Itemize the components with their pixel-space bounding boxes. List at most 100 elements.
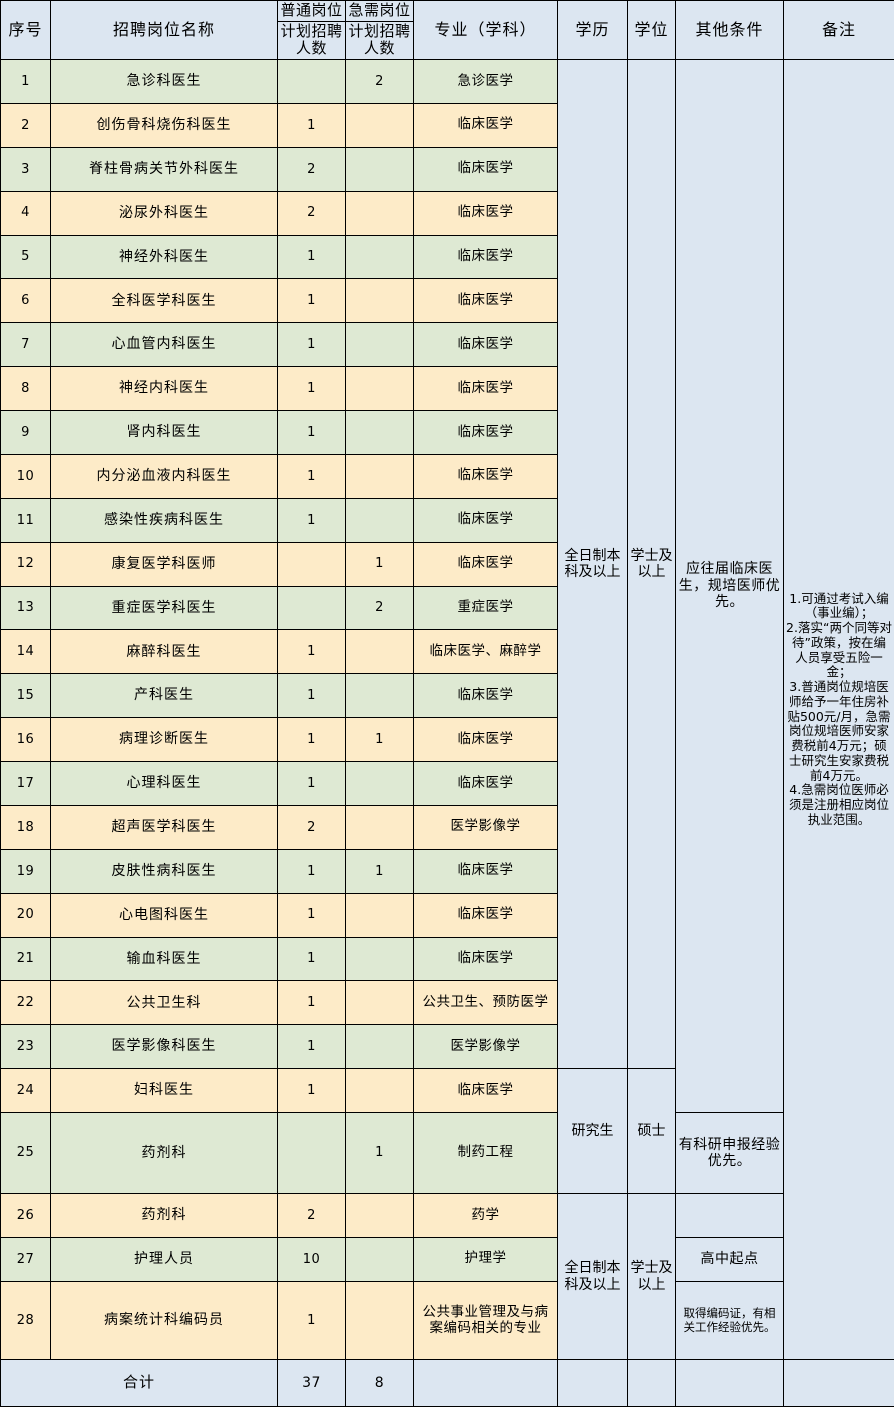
cell-urgent-count [345,1193,414,1238]
cell-normal-count: 1 [277,848,346,894]
cell-major: 临床医学 [413,497,558,543]
cell-major: 临床医学 [413,410,558,455]
cell-major: 公共卫生、预防医学 [413,980,558,1026]
cell-index: 5 [0,234,51,280]
cell-post-name: 病理诊断医生 [50,717,278,763]
header-other-conditions: 其他条件 [675,0,784,61]
cell-major: 临床医学 [413,453,558,499]
table-row: 25 药剂科 1 制药工程 有科研申报经验优先。 [0,1112,894,1195]
cell-index: 20 [0,892,51,938]
cell-other-conditions [675,1193,784,1238]
cell-urgent-count [345,629,414,675]
total-normal-count: 37 [277,1359,346,1407]
cell-urgent-count [345,234,414,280]
cell-urgent-count: 1 [345,1112,414,1195]
table-row: 26 药剂科 2 药学 全日制本科及以上 学士及以上 [0,1193,894,1361]
cell-post-name: 心血管内科医生 [50,322,278,368]
cell-normal-count [277,59,346,104]
cell-normal-count: 1 [277,322,346,368]
cell-post-name: 感染性疾病科医生 [50,497,278,543]
header-education: 学历 [557,0,628,61]
cell-major: 临床医学 [413,366,558,412]
cell-normal-count: 1 [277,278,346,324]
cell-normal-count: 1 [277,102,346,148]
cell-post-name: 病案统计科编码员 [50,1280,278,1361]
cell-urgent-count [345,146,414,192]
cell-index: 21 [0,936,51,982]
cell-normal-count: 1 [277,366,346,412]
table-row: 16 病理诊断医生 1 1 临床医学 [0,717,894,763]
cell-index: 2 [0,102,51,148]
cell-normal-count [277,541,346,587]
cell-post-name: 急诊科医生 [50,59,278,104]
cell-other-conditions: 应往届临床医生，规培医师优先。 [675,59,784,1114]
cell-major: 临床医学 [413,936,558,982]
cell-index: 28 [0,1280,51,1361]
table-row: 3 脊柱骨病关节外科医生 2 临床医学 [0,146,894,192]
cell-degree: 学士及以上 [627,59,676,1070]
header-urgent-count: 计划招聘人数 [345,20,414,61]
cell-major: 临床医学、麻醉学 [413,629,558,675]
table-row: 9 肾内科医生 1 临床医学 [0,410,894,455]
cell-normal-count: 1 [277,936,346,982]
cell-index: 25 [0,1112,51,1195]
table-row: 1 急诊科医生 2 急诊医学 全日制本科及以上 学士及以上 应往届临床医生，规培医师优先。 1… [0,59,894,1361]
cell-normal-count: 2 [277,1193,346,1238]
cell-index: 6 [0,278,51,324]
table-row: 13 重症医学科医生 2 重症医学 [0,585,894,631]
cell-normal-count: 1 [277,892,346,938]
cell-index: 14 [0,629,51,675]
total-label: 合计 [0,1359,278,1407]
cell-major: 急诊医学 [413,59,558,104]
cell-normal-count: 1 [277,717,346,763]
cell-major: 临床医学 [413,322,558,368]
cell-major: 医学影像学 [413,1024,558,1070]
cell-education: 研究生 [557,1068,628,1195]
header-row-top: 序号 招聘岗位名称 普通岗位 急需岗位 专业（学科） 学历 学位 其他条件 备注 [0,0,894,61]
header-normal-post: 普通岗位 [277,0,346,22]
cell-education: 全日制本科及以上 [557,59,628,1070]
cell-normal-count: 2 [277,190,346,236]
cell-index: 27 [0,1236,51,1282]
cell-major: 临床医学 [413,190,558,236]
cell-major: 公共事业管理及与病案编码相关的专业 [413,1280,558,1361]
cell-post-name: 超声医学科医生 [50,804,278,850]
cell-post-name: 产科医生 [50,673,278,719]
table-row: 15 产科医生 1 临床医学 [0,673,894,719]
table-row: 18 超声医学科医生 2 医学影像学 [0,804,894,850]
cell-normal-count: 1 [277,761,346,806]
table-row: 23 医学影像科医生 1 医学影像学 [0,1024,894,1070]
header-urgent-post: 急需岗位 [345,0,414,22]
cell-other-conditions: 取得编码证，有相关工作经验优先。 [675,1280,784,1361]
cell-remarks: 1.可通过考试入编（事业编）； 2.落实“两个同等对待”政策，按在编人员享受五险一… [783,59,894,1361]
cell-urgent-count [345,453,414,499]
table-row: 8 神经内科医生 1 临床医学 [0,366,894,412]
cell-index: 4 [0,190,51,236]
header-index: 序号 [0,0,51,61]
cell-post-name: 脊柱骨病关节外科医生 [50,146,278,192]
total-major [413,1359,558,1407]
cell-urgent-count [345,804,414,850]
cell-index: 23 [0,1024,51,1070]
header-degree: 学位 [627,0,676,61]
cell-normal-count: 2 [277,146,346,192]
cell-index: 17 [0,761,51,806]
header-remarks: 备注 [783,0,894,61]
cell-urgent-count [345,761,414,806]
cell-normal-count: 1 [277,410,346,455]
cell-urgent-count [345,980,414,1026]
cell-major: 医学影像学 [413,804,558,850]
cell-post-name: 医学影像科医生 [50,1024,278,1070]
table-row: 6 全科医学科医生 1 临床医学 [0,278,894,324]
table-row: 20 心电图科医生 1 临床医学 [0,892,894,938]
total-education [557,1359,628,1407]
total-row: 合计 37 8 [0,1359,894,1407]
cell-post-name: 内分泌血液内科医生 [50,453,278,499]
cell-post-name: 重症医学科医生 [50,585,278,631]
cell-major: 药学 [413,1193,558,1238]
cell-normal-count: 2 [277,804,346,850]
cell-post-name: 药剂科 [50,1112,278,1195]
cell-post-name: 神经外科医生 [50,234,278,280]
cell-urgent-count [345,102,414,148]
